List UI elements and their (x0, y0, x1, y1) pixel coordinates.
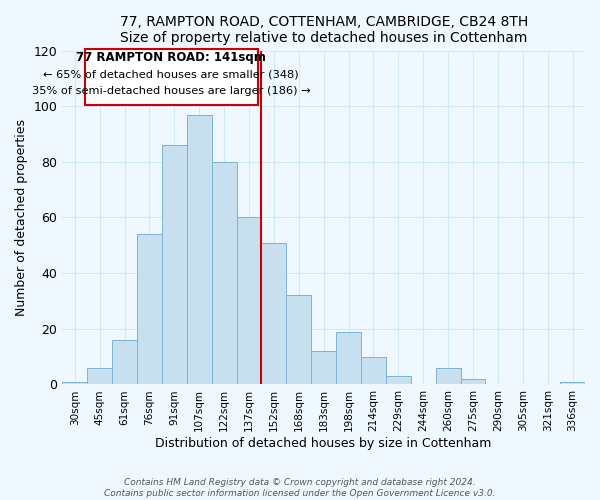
Bar (436, 368, 461, 384)
Text: ← 65% of detached houses are smaller (348): ← 65% of detached houses are smaller (34… (43, 69, 299, 79)
Text: 35% of semi-detached houses are larger (186) →: 35% of semi-detached houses are larger (… (32, 86, 311, 96)
Bar (62, 382, 87, 384)
Bar (112, 340, 137, 384)
Bar (236, 218, 262, 384)
Y-axis label: Number of detached properties: Number of detached properties (15, 119, 28, 316)
Bar (286, 296, 311, 384)
Bar (187, 114, 212, 384)
Bar (311, 351, 336, 384)
Bar (262, 242, 286, 384)
Bar (361, 356, 386, 384)
Bar (560, 382, 585, 384)
Title: 77, RAMPTON ROAD, COTTENHAM, CAMBRIDGE, CB24 8TH
Size of property relative to de: 77, RAMPTON ROAD, COTTENHAM, CAMBRIDGE, … (119, 15, 528, 45)
Bar (212, 162, 236, 384)
Bar (162, 145, 187, 384)
X-axis label: Distribution of detached houses by size in Cottenham: Distribution of detached houses by size … (155, 437, 492, 450)
Bar (87, 368, 112, 384)
Bar (386, 376, 411, 384)
Text: Contains HM Land Registry data © Crown copyright and database right 2024.
Contai: Contains HM Land Registry data © Crown c… (104, 478, 496, 498)
FancyBboxPatch shape (85, 49, 257, 105)
Bar (137, 234, 162, 384)
Text: 77 RAMPTON ROAD: 141sqm: 77 RAMPTON ROAD: 141sqm (76, 51, 266, 64)
Bar (461, 379, 485, 384)
Bar (336, 332, 361, 384)
